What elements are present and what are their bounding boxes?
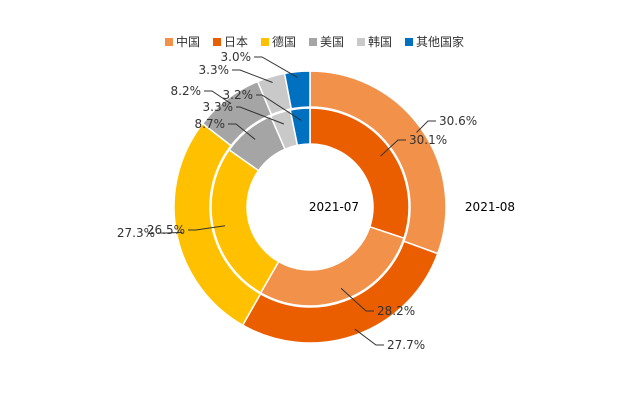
outer-data-label-5: 3.3% xyxy=(199,63,230,77)
inner-leader-3 xyxy=(188,225,226,231)
outer-slice-6 xyxy=(283,70,311,110)
data-labels: 30.6%27.7%27.3%8.2%3.3%3.0%30.1%28.2%26.… xyxy=(117,50,477,352)
inner-data-label-5: 3.3% xyxy=(203,100,234,114)
inner-leader-4 xyxy=(228,123,256,140)
legend: 中国 日本 德国 美国 韩国 其他国家 xyxy=(165,34,464,49)
outer-data-label-6: 3.0% xyxy=(221,50,252,64)
leader-lines xyxy=(158,56,436,346)
outer-data-label-4: 8.2% xyxy=(171,84,202,98)
legend-label-5: 韩国 xyxy=(368,34,392,49)
inner-data-label-6: 3.2% xyxy=(223,88,254,102)
outer-leader-2 xyxy=(354,328,384,346)
inner-ring xyxy=(210,107,410,307)
legend-swatch-3 xyxy=(261,38,269,46)
outer-data-label-2: 27.7% xyxy=(387,338,425,352)
legend-swatch-1 xyxy=(165,38,173,46)
outer-ring xyxy=(173,70,447,344)
legend-swatch-2 xyxy=(213,38,221,46)
inner-data-label-4: 8.7% xyxy=(195,117,226,131)
legend-label-1: 中国 xyxy=(176,34,200,49)
outer-leader-4 xyxy=(204,90,232,105)
inner-leader-6 xyxy=(256,94,302,121)
inner-data-label-3: 26.5% xyxy=(147,223,185,237)
inner-data-label-1: 30.1% xyxy=(409,133,447,147)
legend-swatch-4 xyxy=(309,38,317,46)
outer-leader-5 xyxy=(232,69,273,83)
legend-swatch-5 xyxy=(357,38,365,46)
inner-slice-2 xyxy=(259,225,405,307)
legend-label-2: 日本 xyxy=(224,35,248,49)
outer-leader-1 xyxy=(416,120,436,133)
legend-label-4: 美国 xyxy=(320,35,344,49)
outer-data-label-1: 30.6% xyxy=(439,114,477,128)
outer-data-label-3: 27.3% xyxy=(117,226,155,240)
legend-label-3: 德国 xyxy=(272,34,296,49)
outer-leader-3 xyxy=(158,231,183,234)
inner-slice-6 xyxy=(289,107,311,147)
legend-swatch-6 xyxy=(405,38,413,46)
inner-series-label: 2021-07 xyxy=(309,200,359,214)
inner-data-label-2: 28.2% xyxy=(377,304,415,318)
inner-leader-1 xyxy=(380,139,406,157)
outer-leader-6 xyxy=(254,56,299,79)
inner-leader-2 xyxy=(340,287,374,312)
inner-leader-5 xyxy=(236,106,285,125)
legend-label-6: 其他国家 xyxy=(416,34,464,49)
outer-series-label: 2021-08 xyxy=(465,200,515,214)
